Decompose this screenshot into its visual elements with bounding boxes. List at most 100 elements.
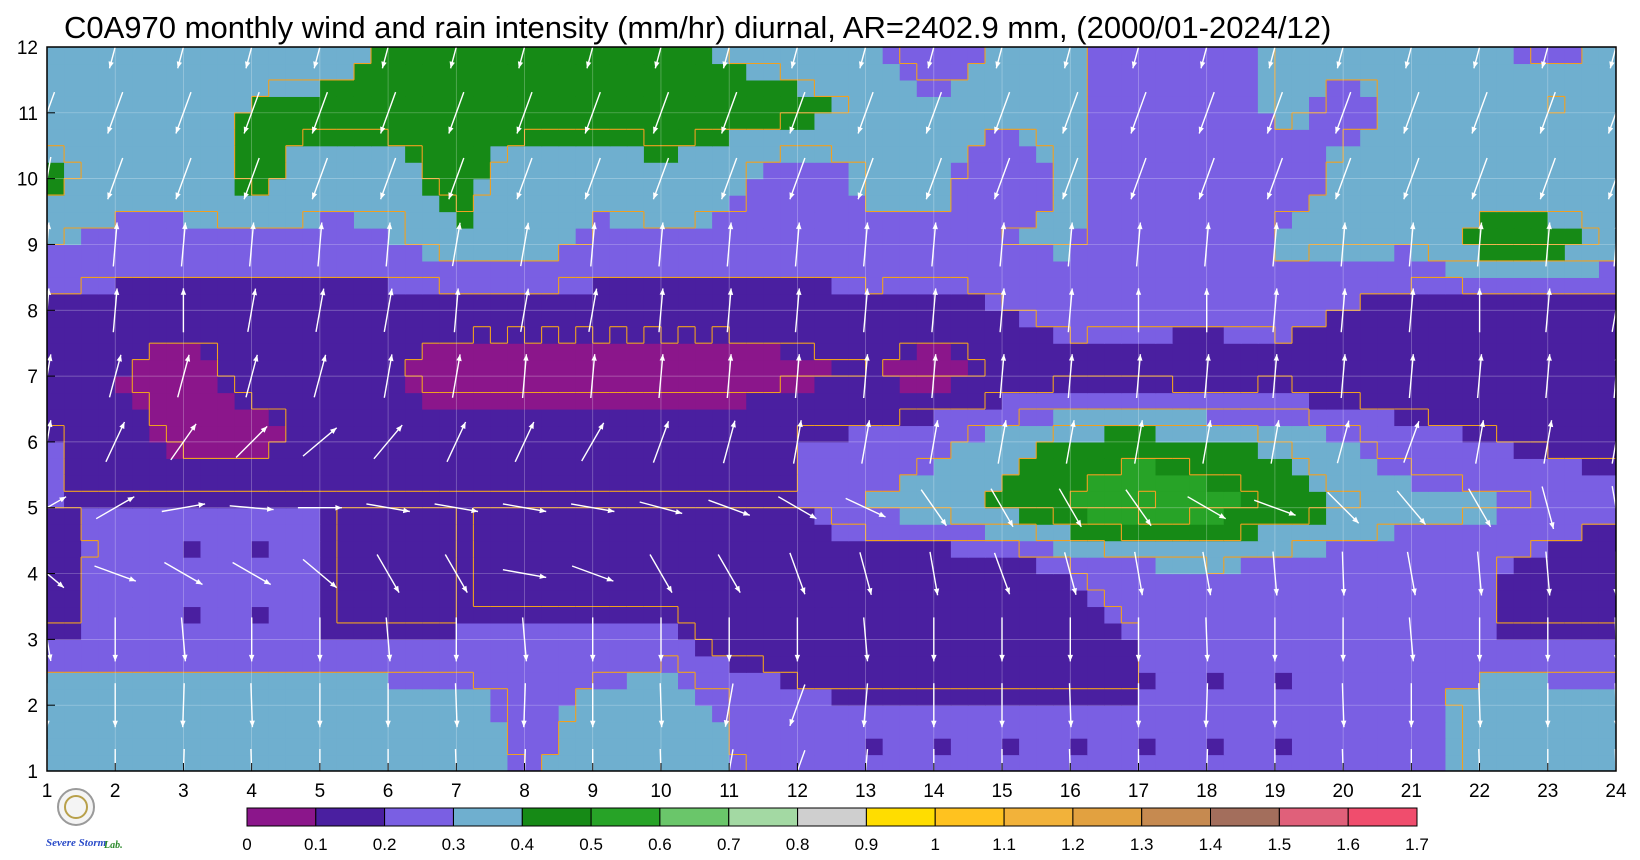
heatmap-cell	[780, 409, 798, 427]
heatmap-cell	[865, 491, 884, 509]
heatmap-cell	[1223, 129, 1242, 147]
heatmap-cell	[763, 112, 781, 130]
heatmap-cell	[1172, 376, 1191, 394]
heatmap-cell	[183, 195, 202, 213]
heatmap-cell	[371, 359, 389, 377]
heatmap-cell	[797, 129, 816, 147]
heatmap-cell	[1070, 705, 1088, 723]
heatmap-cell	[1428, 79, 1447, 97]
heatmap-cell	[814, 277, 833, 295]
heatmap-cell	[439, 688, 457, 706]
heatmap-cell	[371, 524, 389, 542]
heatmap-cell	[388, 129, 406, 147]
heatmap-cell	[933, 474, 952, 492]
heatmap-cell	[695, 754, 713, 771]
heatmap-cell	[1155, 622, 1174, 640]
heatmap-cell	[1070, 392, 1088, 410]
heatmap-cell	[695, 162, 713, 180]
heatmap-cell	[643, 228, 662, 246]
heatmap-cell	[1360, 392, 1378, 410]
heatmap-cell	[1598, 195, 1616, 213]
heatmap-cell	[353, 409, 372, 427]
heatmap-cell	[1121, 507, 1140, 525]
heatmap-cell	[98, 672, 116, 690]
heatmap-cell	[1547, 590, 1566, 608]
heatmap-cell	[371, 754, 389, 771]
heatmap-cell	[984, 195, 1003, 213]
heatmap-cell	[473, 524, 492, 542]
heatmap-cell	[882, 343, 901, 361]
heatmap-cell	[1104, 557, 1123, 575]
heatmap-cell	[405, 738, 423, 756]
heatmap-cell	[967, 79, 986, 97]
heatmap-cell	[166, 655, 185, 673]
heatmap-cell	[558, 573, 577, 591]
heatmap-cell	[1002, 343, 1020, 361]
heatmap-cell	[1155, 145, 1174, 163]
heatmap-cell	[1360, 145, 1378, 163]
heatmap-cell	[1291, 211, 1310, 229]
heatmap-cell	[643, 211, 662, 229]
heatmap-cell	[712, 359, 730, 377]
heatmap-cell	[916, 738, 935, 756]
heatmap-cell	[1070, 244, 1088, 262]
heatmap-cell	[302, 359, 321, 377]
heatmap-cell	[780, 79, 798, 97]
heatmap-cell	[166, 343, 185, 361]
heatmap-cell	[1155, 688, 1174, 706]
heatmap-cell	[166, 244, 185, 262]
heatmap-cell	[541, 721, 560, 739]
heatmap-cell	[1309, 195, 1327, 213]
heatmap-cell	[64, 277, 82, 295]
heatmap-cell	[439, 178, 457, 196]
heatmap-cell	[388, 376, 406, 394]
heatmap-cell	[746, 622, 764, 640]
heatmap-cell	[268, 293, 287, 311]
heatmap-cell	[950, 277, 969, 295]
heatmap-cell	[660, 721, 679, 739]
heatmap-cell	[1496, 425, 1515, 443]
heatmap-cell	[729, 540, 747, 558]
heatmap-cell	[217, 655, 236, 673]
heatmap-cell	[1377, 754, 1395, 771]
heatmap-cell	[285, 47, 304, 65]
heatmap-cell	[1240, 392, 1259, 410]
heatmap-cell	[916, 129, 935, 147]
heatmap-cell	[149, 754, 167, 771]
heatmap-cell	[64, 507, 82, 525]
heatmap-cell	[217, 622, 236, 640]
heatmap-cell	[933, 491, 952, 509]
heatmap-cell	[1581, 705, 1600, 723]
heatmap-cell	[1036, 129, 1054, 147]
heatmap-cell	[1428, 359, 1447, 377]
heatmap-cell	[1087, 162, 1105, 180]
heatmap-cell	[302, 474, 321, 492]
heatmap-cell	[1581, 721, 1600, 739]
heatmap-cell	[1240, 672, 1259, 690]
heatmap-cell	[660, 63, 679, 81]
heatmap-cell	[1223, 228, 1242, 246]
heatmap-cell	[1377, 145, 1395, 163]
heatmap-cell	[780, 754, 798, 771]
heatmap-cell	[1257, 672, 1276, 690]
heatmap-cell	[285, 639, 304, 657]
heatmap-cell	[1309, 326, 1327, 344]
heatmap-cell	[797, 738, 816, 756]
heatmap-cell	[319, 622, 338, 640]
heatmap-cell	[712, 63, 730, 81]
heatmap-cell	[1223, 326, 1242, 344]
heatmap-cell	[1394, 359, 1412, 377]
heatmap-cell	[1274, 441, 1293, 459]
heatmap-cell	[660, 590, 679, 608]
heatmap-cell	[1581, 392, 1600, 410]
heatmap-cell	[422, 162, 440, 180]
heatmap-cell	[967, 310, 986, 328]
heatmap-cell	[575, 458, 594, 476]
heatmap-cell	[251, 129, 270, 147]
heatmap-cell	[64, 705, 82, 723]
heatmap-cell	[1291, 425, 1310, 443]
heatmap-cell	[1053, 441, 1071, 459]
heatmap-cell	[1155, 721, 1174, 739]
heatmap-cell	[251, 655, 270, 673]
heatmap-cell	[439, 639, 457, 657]
